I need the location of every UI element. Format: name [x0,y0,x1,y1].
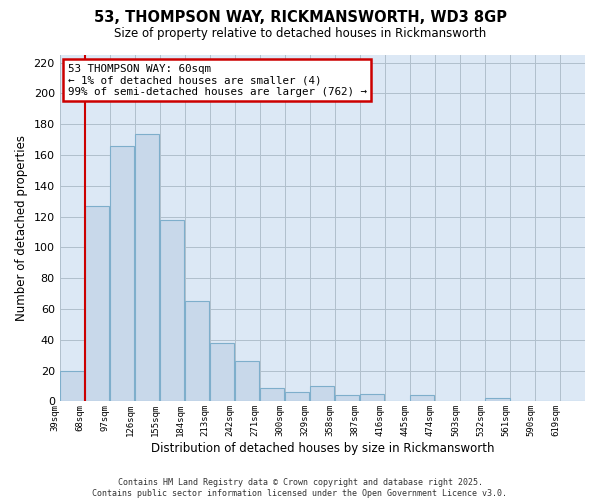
Bar [135,134,159,402]
Bar [285,392,310,402]
Bar [185,302,209,402]
Bar [85,206,109,402]
Bar [335,396,359,402]
Text: 53, THOMPSON WAY, RICKMANSWORTH, WD3 8GP: 53, THOMPSON WAY, RICKMANSWORTH, WD3 8GP [94,10,506,25]
Text: Contains HM Land Registry data © Crown copyright and database right 2025.
Contai: Contains HM Land Registry data © Crown c… [92,478,508,498]
X-axis label: Distribution of detached houses by size in Rickmansworth: Distribution of detached houses by size … [151,442,494,455]
Bar [360,394,385,402]
Bar [260,388,284,402]
Y-axis label: Number of detached properties: Number of detached properties [15,135,28,321]
Bar [160,220,184,402]
Bar [60,370,84,402]
Text: 53 THOMPSON WAY: 60sqm
← 1% of detached houses are smaller (4)
99% of semi-detac: 53 THOMPSON WAY: 60sqm ← 1% of detached … [68,64,367,97]
Bar [235,362,259,402]
Bar [110,146,134,402]
Text: Size of property relative to detached houses in Rickmansworth: Size of property relative to detached ho… [114,28,486,40]
Bar [485,398,509,402]
Bar [410,396,434,402]
Bar [210,343,235,402]
Bar [310,386,334,402]
